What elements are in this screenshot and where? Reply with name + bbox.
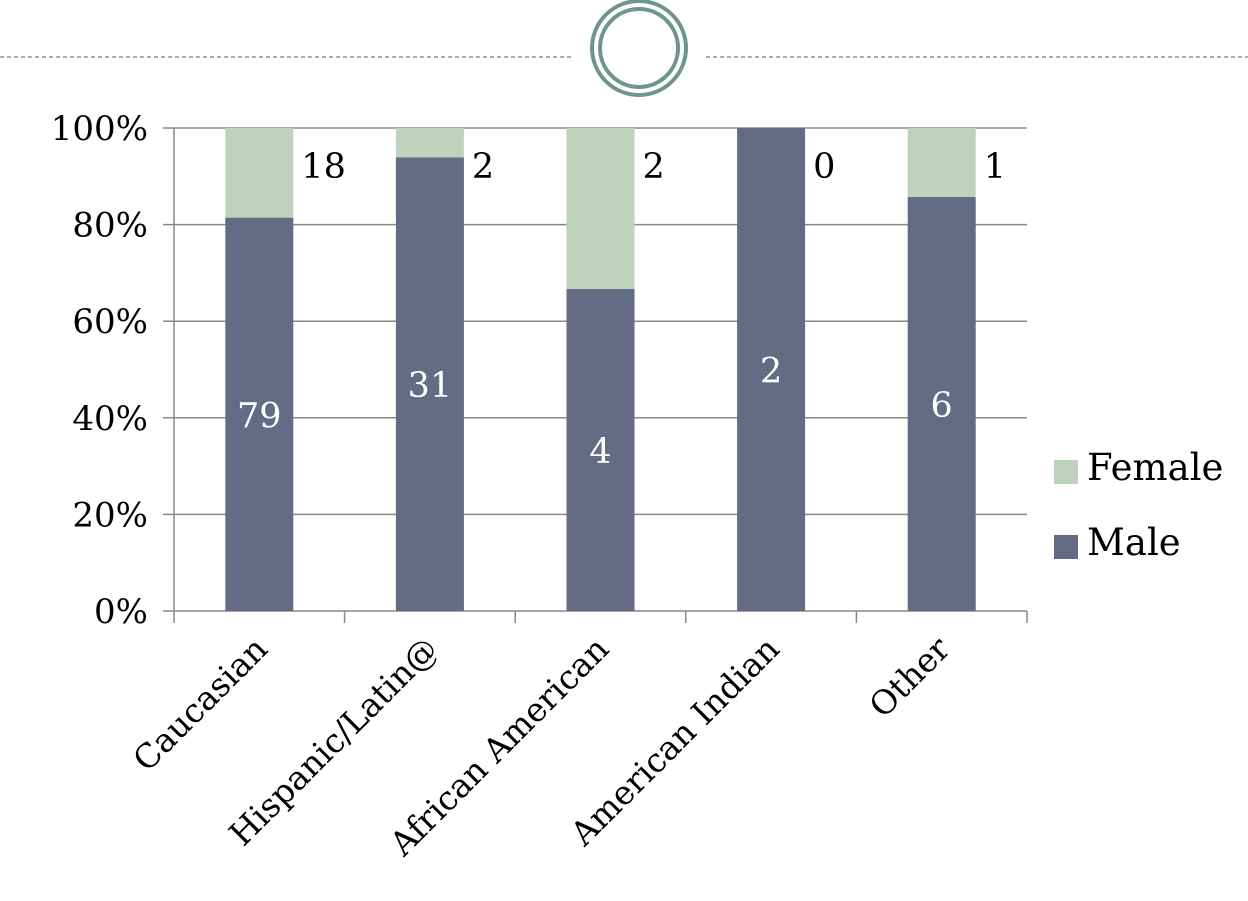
ornament-circle-outer	[590, 0, 688, 97]
data-labels: 79 18 31 2 4 2 2 0 6 1	[237, 147, 1006, 472]
legend-swatch-male	[1054, 535, 1078, 559]
bar-male-african-american	[566, 289, 635, 611]
x-tick-label-other: Other	[861, 629, 957, 725]
bar-male-hispanic-latin	[395, 157, 464, 612]
bars	[225, 128, 976, 612]
y-tick-label: 60%	[72, 302, 148, 342]
bar-male-other	[907, 197, 976, 611]
data-label-female-american-indian: 0	[813, 147, 835, 187]
bar-male-caucasian	[225, 217, 294, 612]
legend-label-female: Female	[1087, 446, 1223, 489]
data-label-female-hispanic-latin: 2	[472, 147, 494, 187]
axes: 0%20%40%60%80%100%CaucasianHispanic/Lati…	[51, 109, 1028, 864]
bar-male-american-indian	[737, 128, 806, 611]
ornament-circle-inner	[598, 7, 680, 89]
x-tick-label-caucasian: Caucasian	[125, 629, 275, 779]
data-label-female-caucasian: 18	[301, 147, 346, 187]
legend: Female Male	[1054, 446, 1223, 564]
y-tick-label: 40%	[72, 399, 148, 439]
header-ornament	[0, 0, 1248, 97]
data-label-male-other: 6	[931, 386, 953, 426]
y-tick-label: 0%	[94, 592, 148, 632]
bar-female-hispanic-latin	[395, 128, 464, 158]
data-label-female-other: 1	[984, 147, 1006, 187]
bar-female-african-american	[566, 128, 635, 289]
bar-female-caucasian	[225, 128, 294, 218]
y-tick-label: 80%	[72, 206, 148, 246]
data-label-male-american-indian: 2	[760, 352, 782, 392]
y-tick-label: 20%	[72, 495, 148, 535]
data-label-male-african-american: 4	[589, 432, 611, 472]
y-tick-label: 100%	[51, 109, 148, 149]
legend-label-male: Male	[1087, 521, 1181, 564]
bar-female-other	[907, 128, 976, 197]
data-label-male-caucasian: 79	[237, 396, 282, 436]
data-label-female-african-american: 2	[643, 147, 665, 187]
legend-swatch-female	[1054, 460, 1078, 484]
data-label-male-hispanic-latin: 31	[408, 366, 453, 406]
